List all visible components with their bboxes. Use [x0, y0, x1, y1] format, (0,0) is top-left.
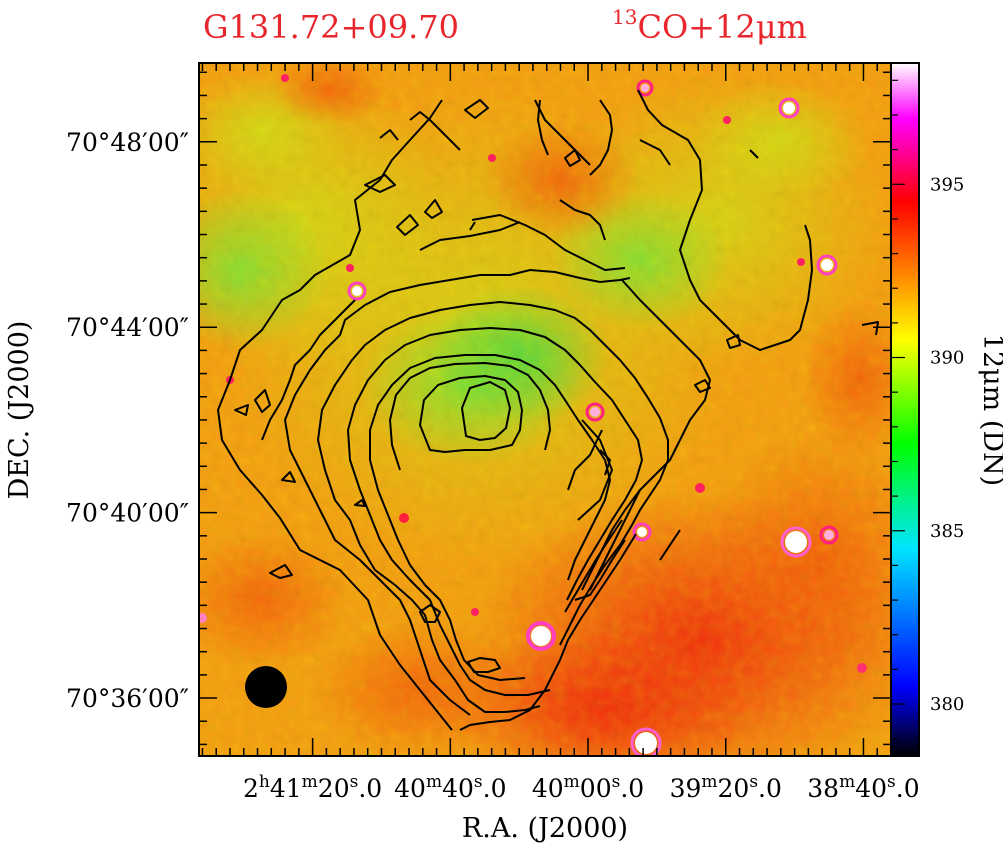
chart-subtitle: 13CO+12μm [612, 5, 807, 46]
plot-frame [198, 62, 892, 757]
x-axis-title: R.A. (J2000) [462, 813, 628, 844]
y-tick-label: 70°36′00″ [66, 684, 189, 713]
y-tick-label: 70°44′00″ [66, 313, 189, 342]
colorbar-label: 12μm (DN) [977, 334, 1003, 486]
subtitle-sup: 13 [612, 5, 637, 29]
y-tick-label: 70°40′00″ [66, 499, 189, 528]
y-tick-label: 70°48′00″ [66, 128, 189, 157]
x-tick-label: 39m20s.0 [670, 772, 782, 803]
subtitle-rest: CO+12μm [637, 8, 806, 46]
colorbar-tick-label: 390 [930, 348, 964, 369]
y-tick-labels: 70°48′00″ 70°44′00″ 70°40′00″ 70°36′00″ [66, 128, 189, 713]
y-axis-title: DEC. (J2000) [4, 321, 35, 500]
heatmap-image [199, 63, 891, 756]
point-sources [199, 74, 867, 756]
chart-title: G131.72+09.70 [203, 8, 459, 46]
x-tick-label: 2h41m20s.0 [243, 772, 382, 803]
colorbar-tick-label: 385 [930, 521, 964, 542]
x-tick-label: 40m00s.0 [532, 772, 644, 803]
co-contours [217, 89, 879, 731]
colorbar-tick-label: 380 [930, 694, 964, 715]
colorbar: 380 385 390 395 12μm (DN) [890, 62, 1003, 757]
beam-marker [245, 666, 287, 708]
colorbar-tick-label: 395 [930, 174, 964, 195]
x-tick-label: 38m40s.0 [807, 772, 919, 803]
x-tick-label: 40m40s.0 [394, 772, 506, 803]
x-tick-labels: 2h41m20s.0 40m40s.0 40m00s.0 39m20s.0 38m40s… [243, 772, 920, 803]
